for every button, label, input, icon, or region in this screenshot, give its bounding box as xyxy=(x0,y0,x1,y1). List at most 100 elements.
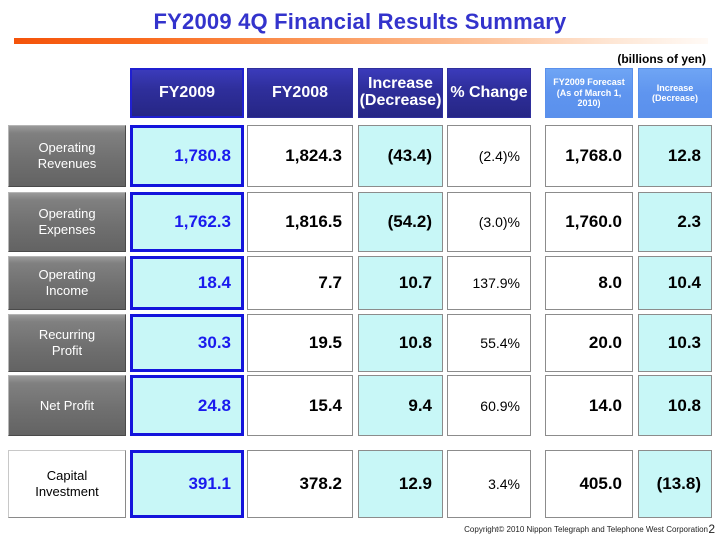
cell-value: 7.7 xyxy=(318,273,342,292)
cell-fy2009-row-4: 24.8 xyxy=(130,375,244,436)
cell-value: 24.8 xyxy=(197,395,231,415)
column-header-label: FY2008 xyxy=(271,83,329,101)
cell-value: 8.0 xyxy=(598,273,622,292)
cell-value: 19.5 xyxy=(308,333,342,352)
row-label-text: Net Profit xyxy=(39,397,95,413)
cell-value: 10.8 xyxy=(398,333,432,352)
cell-fy2008-row-4: 15.4 xyxy=(247,375,353,436)
cell-increase2-row-4: 10.8 xyxy=(638,375,712,436)
column-header-label: Increase (Decrease) xyxy=(651,82,699,103)
row-label-0: Operating Revenues xyxy=(8,125,126,187)
cell-forecast-row-0: 1,768.0 xyxy=(545,125,633,187)
row-label-5: Capital Investment xyxy=(8,450,126,518)
column-header-pctchange: % Change xyxy=(447,68,531,118)
cell-pctchange-row-5: 3.4% xyxy=(447,450,531,518)
cell-forecast-row-3: 20.0 xyxy=(545,314,633,372)
cell-value: 137.9% xyxy=(472,275,520,291)
cell-fy2008-row-0: 1,824.3 xyxy=(247,125,353,187)
cell-value: 9.4 xyxy=(408,395,432,415)
cell-value: 378.2 xyxy=(299,474,342,493)
page-title: FY2009 4Q Financial Results Summary xyxy=(153,9,567,34)
row-label-2: Operating Income xyxy=(8,256,126,310)
cell-value: (54.2) xyxy=(387,212,432,231)
row-label-3: Recurring Profit xyxy=(8,314,126,372)
cell-value: 405.0 xyxy=(579,474,622,493)
column-header-label: FY2009 Forecast (As of March 1, 2010) xyxy=(553,77,625,109)
cell-fy2009-row-5: 391.1 xyxy=(130,450,244,518)
cell-value: 18.4 xyxy=(197,273,231,292)
cell-value: 1,762.3 xyxy=(174,212,231,231)
page-number: 2 xyxy=(708,522,715,536)
cell-value: 1,760.0 xyxy=(565,212,622,231)
cell-pctchange-row-2: 137.9% xyxy=(447,256,531,310)
cell-fy2009-row-3: 30.3 xyxy=(130,314,244,372)
cell-value: 60.9% xyxy=(480,397,520,414)
cell-fy2009-row-0: 1,780.8 xyxy=(130,125,244,187)
cell-pctchange-row-3: 55.4% xyxy=(447,314,531,372)
cell-fy2008-row-2: 7.7 xyxy=(247,256,353,310)
cell-value: 55.4% xyxy=(480,335,520,351)
cell-value: 12.8 xyxy=(667,146,701,165)
cell-value: (3.0)% xyxy=(478,214,520,230)
cell-value: 1,816.5 xyxy=(285,212,342,231)
cell-value: 10.7 xyxy=(398,273,432,292)
cell-increase-row-5: 12.9 xyxy=(358,450,443,518)
row-label-1: Operating Expenses xyxy=(8,192,126,252)
cell-forecast-row-1: 1,760.0 xyxy=(545,192,633,252)
cell-value: 2.3 xyxy=(677,212,701,231)
cell-forecast-row-4: 14.0 xyxy=(545,375,633,436)
cell-value: 391.1 xyxy=(188,474,231,493)
cell-value: 12.9 xyxy=(398,474,432,493)
row-label-text: Operating Revenues xyxy=(37,140,97,171)
row-label-text: Operating Income xyxy=(38,267,96,298)
cell-value: 14.0 xyxy=(588,395,622,415)
cell-forecast-row-2: 8.0 xyxy=(545,256,633,310)
column-header-forecast: FY2009 Forecast (As of March 1, 2010) xyxy=(545,68,633,118)
copyright-notice: Copyright© 2010 Nippon Telegraph and Tel… xyxy=(464,525,708,534)
column-header-fy2009: FY2009 xyxy=(130,68,244,118)
cell-value: 10.4 xyxy=(667,273,701,292)
cell-increase2-row-3: 10.3 xyxy=(638,314,712,372)
cell-fy2008-row-3: 19.5 xyxy=(247,314,353,372)
cell-value: (2.4)% xyxy=(478,148,520,164)
cell-forecast-row-5: 405.0 xyxy=(545,450,633,518)
cell-value: 30.3 xyxy=(197,333,231,352)
cell-increase2-row-0: 12.8 xyxy=(638,125,712,187)
cell-increase2-row-1: 2.3 xyxy=(638,192,712,252)
cell-pctchange-row-4: 60.9% xyxy=(447,375,531,436)
row-label-text: Operating Expenses xyxy=(38,206,96,237)
cell-value: 10.3 xyxy=(667,333,701,352)
cell-increase-row-2: 10.7 xyxy=(358,256,443,310)
cell-increase-row-4: 9.4 xyxy=(358,375,443,436)
cell-fy2009-row-2: 18.4 xyxy=(130,256,244,310)
cell-value: 10.8 xyxy=(667,395,701,415)
column-header-fy2008: FY2008 xyxy=(247,68,353,118)
cell-value: 15.4 xyxy=(308,395,342,415)
cell-increase-row-0: (43.4) xyxy=(358,125,443,187)
cell-increase2-row-5: (13.8) xyxy=(638,450,712,518)
column-header-increase2: Increase (Decrease) xyxy=(638,68,712,118)
cell-increase-row-1: (54.2) xyxy=(358,192,443,252)
unit-label: (billions of yen) xyxy=(617,52,706,66)
cell-value: (43.4) xyxy=(387,146,432,165)
column-header-label: FY2009 xyxy=(158,83,216,101)
cell-pctchange-row-0: (2.4)% xyxy=(447,125,531,187)
cell-value: 1,824.3 xyxy=(285,146,342,165)
cell-fy2008-row-1: 1,816.5 xyxy=(247,192,353,252)
row-label-text: Recurring Profit xyxy=(38,327,96,358)
cell-value: 1,780.8 xyxy=(174,146,231,165)
cell-increase-row-3: 10.8 xyxy=(358,314,443,372)
row-label-4: Net Profit xyxy=(8,375,126,436)
row-label-text: Capital Investment xyxy=(35,468,99,499)
cell-value: 1,768.0 xyxy=(565,146,622,165)
cell-fy2008-row-5: 378.2 xyxy=(247,450,353,518)
cell-fy2009-row-1: 1,762.3 xyxy=(130,192,244,252)
cell-value: 3.4% xyxy=(488,476,520,492)
cell-increase2-row-2: 10.4 xyxy=(638,256,712,310)
title-divider-rule xyxy=(14,38,708,44)
column-header-increase: Increase (Decrease) xyxy=(358,68,443,118)
cell-value: 20.0 xyxy=(588,333,622,352)
column-header-label: % Change xyxy=(450,83,528,101)
column-header-label: Increase (Decrease) xyxy=(359,75,442,109)
